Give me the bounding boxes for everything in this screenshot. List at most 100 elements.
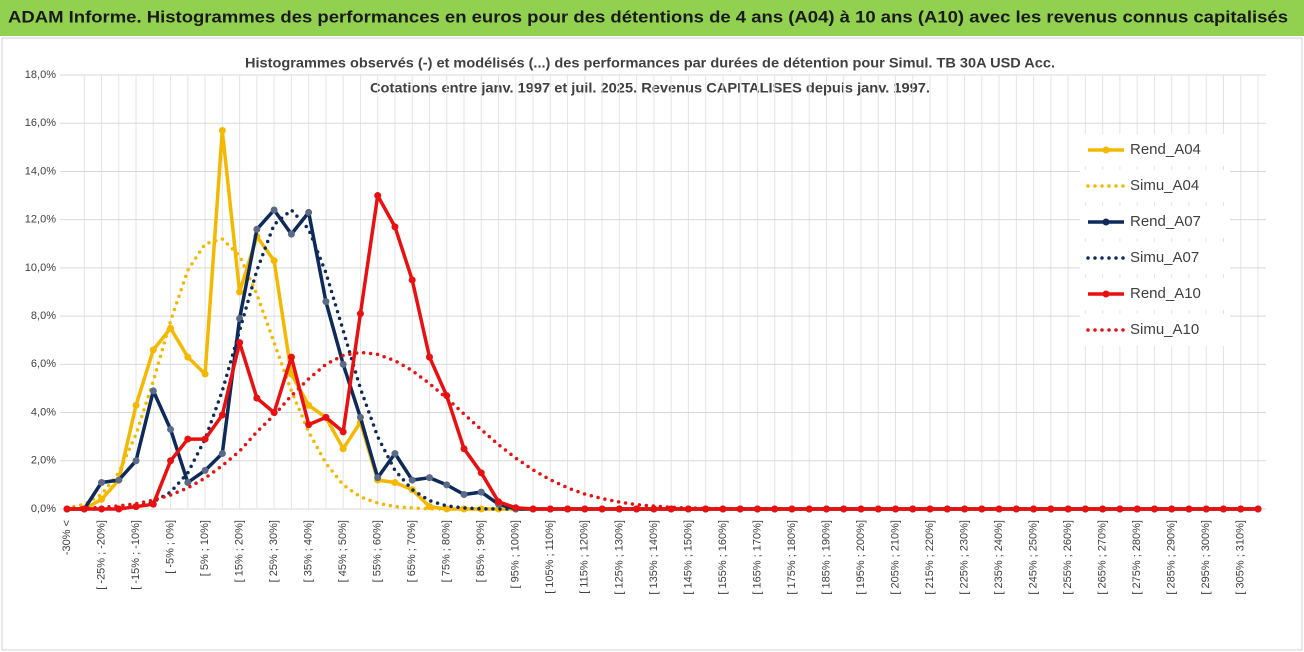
series-marker: [391, 223, 399, 231]
x-tick-label: [ 15% ; 20%]: [234, 520, 246, 582]
x-tick-label: [ 165% ; 170%]: [751, 520, 763, 595]
x-tick-label: [ 65% ; 70%]: [406, 520, 418, 582]
series-marker: [961, 505, 969, 513]
series-marker: [460, 491, 468, 499]
series-marker: [115, 476, 123, 484]
x-tick-label: [ 265% ; 270%]: [1097, 520, 1109, 595]
legend-label: Simu_A07: [1130, 249, 1199, 266]
legend-label: Rend_A07: [1130, 213, 1201, 230]
series-marker: [236, 288, 244, 296]
series-marker: [512, 504, 520, 512]
legend-bg: [1080, 242, 1230, 274]
chart-title: Histogrammes observés (-) et modélisés (…: [245, 55, 1055, 71]
y-tick-label: 18,0%: [25, 69, 56, 81]
y-tick-label: 14,0%: [25, 165, 56, 177]
series-marker: [857, 505, 865, 513]
x-tick-label: [ -5% ; 0%]: [164, 520, 176, 574]
series-marker: [581, 505, 589, 513]
page-title: ADAM Informe. Histogrammes des performan…: [8, 7, 1288, 26]
series-marker: [1064, 505, 1072, 513]
x-tick-label: [ 295% ; 300%]: [1200, 520, 1212, 595]
series-marker: [149, 387, 157, 395]
series-marker: [356, 413, 364, 421]
series-marker: [253, 225, 261, 233]
series-marker: [218, 450, 226, 458]
series-marker: [822, 505, 830, 513]
series-marker: [1081, 505, 1089, 513]
series-marker: [1254, 505, 1262, 513]
y-tick-label: 8,0%: [31, 310, 56, 322]
series-marker: [391, 450, 399, 458]
series-marker: [374, 474, 382, 482]
series-marker: [443, 481, 451, 489]
series-marker: [374, 192, 382, 200]
series-marker: [633, 505, 641, 513]
series-marker: [167, 457, 175, 465]
x-tick-label: [ 225% ; 230%]: [958, 520, 970, 595]
series-marker: [322, 298, 330, 306]
series-marker: [322, 413, 330, 421]
x-tick-label: [ 35% ; 40%]: [303, 520, 315, 582]
series-marker: [615, 505, 623, 513]
x-tick-label: [ -25% ; -20%]: [95, 520, 107, 590]
chart-subtitle: Cotations entre janv. 1997 et juil. 2025…: [370, 80, 930, 96]
legend-bg: [1080, 314, 1230, 346]
series-marker: [98, 478, 106, 486]
series-marker: [287, 353, 295, 361]
series-marker: [564, 505, 572, 513]
x-tick-label: [ 205% ; 210%]: [889, 520, 901, 595]
series-marker: [495, 498, 503, 506]
series-marker: [132, 401, 140, 409]
series-marker: [287, 230, 295, 238]
series-marker: [477, 488, 485, 496]
x-tick-label: [ 235% ; 240%]: [993, 520, 1005, 595]
x-tick-label: [ 155% ; 160%]: [717, 520, 729, 595]
series-marker: [1030, 505, 1038, 513]
x-tick-label: [ -15% ; -10%]: [130, 520, 142, 590]
series-marker: [1150, 505, 1158, 513]
series-marker: [184, 478, 192, 486]
series-marker: [305, 401, 313, 409]
series-marker: [771, 505, 779, 513]
series-marker: [460, 445, 468, 453]
y-tick-label: 16,0%: [25, 117, 56, 129]
y-tick-label: 4,0%: [31, 406, 56, 418]
series-marker: [443, 392, 451, 400]
series-marker: [805, 505, 813, 513]
x-tick-label: [ 245% ; 250%]: [1028, 520, 1040, 595]
series-marker: [184, 435, 192, 443]
series-marker: [218, 411, 226, 419]
series-marker: [477, 469, 485, 477]
x-tick-label: [ 145% ; 150%]: [682, 520, 694, 595]
series-marker: [149, 500, 157, 508]
series-marker: [339, 360, 347, 368]
y-tick-label: 12,0%: [25, 214, 56, 226]
x-tick-label: [ 95% ; 100%]: [510, 520, 522, 589]
series-marker: [736, 505, 744, 513]
legend-label: Simu_A04: [1130, 177, 1199, 194]
series-marker: [356, 310, 364, 318]
y-tick-label: 10,0%: [25, 262, 56, 274]
x-tick-label: [ 125% ; 130%]: [613, 520, 625, 595]
series-marker: [270, 206, 278, 214]
legend-label: Rend_A04: [1130, 141, 1201, 158]
series-marker: [305, 208, 313, 216]
series-marker: [425, 474, 433, 482]
series-marker: [305, 421, 313, 429]
x-tick-label: [ 25% ; 30%]: [268, 520, 280, 582]
series-marker: [995, 505, 1003, 513]
series-marker: [287, 370, 295, 378]
x-tick-label: [ 115% ; 120%]: [579, 520, 591, 594]
series-marker: [529, 505, 537, 513]
series-marker: [1185, 505, 1193, 513]
x-tick-label: [ 105% ; 110%]: [544, 520, 556, 594]
series-marker: [408, 276, 416, 284]
series-marker: [339, 428, 347, 436]
series-marker: [1219, 505, 1227, 513]
x-tick-label: [ 135% ; 140%]: [648, 520, 660, 595]
x-tick-label: [ 275% ; 280%]: [1131, 520, 1143, 595]
y-tick-label: 0,0%: [31, 503, 56, 515]
series-marker: [253, 394, 261, 402]
series-marker: [892, 505, 900, 513]
